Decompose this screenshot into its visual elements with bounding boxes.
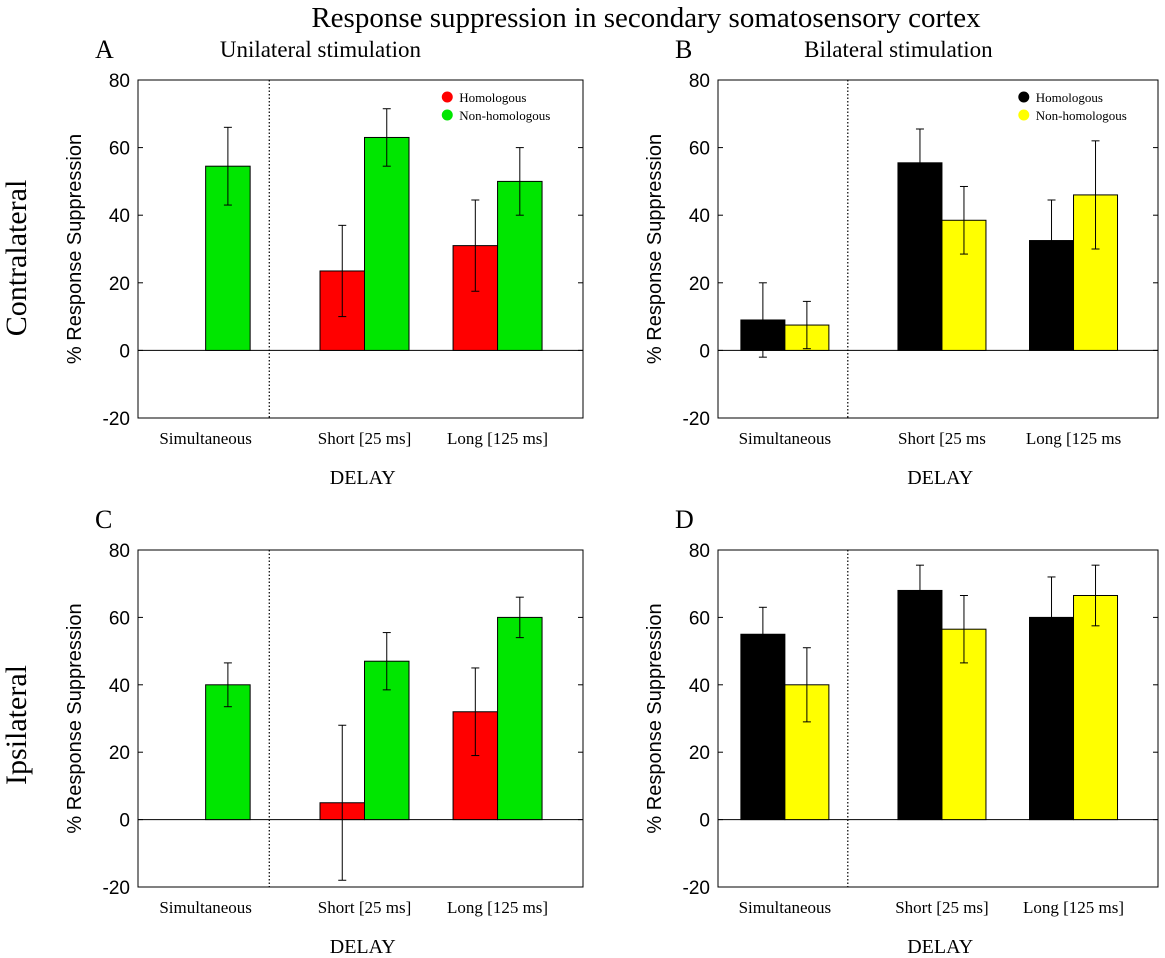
y-tick-label: 40 <box>109 676 130 697</box>
y-tick-label: 60 <box>109 608 130 629</box>
plot-frame <box>137 79 584 419</box>
legend-label: Homologous <box>1036 90 1103 105</box>
plot-frame <box>717 549 1159 888</box>
legend-label: Non-homologous <box>1036 108 1127 123</box>
y-axis-label: % Response Suppression <box>64 603 86 833</box>
y-tick-label: 20 <box>109 743 130 764</box>
panel-letter: A <box>95 35 114 64</box>
y-tick-label: -20 <box>103 878 130 899</box>
x-tick-label: Short [25 ms <box>898 429 986 448</box>
panel-letter: B <box>675 35 692 64</box>
panel-letter: C <box>95 505 112 534</box>
bar-homologous <box>740 633 786 821</box>
x-tick-label: Long [125 ms] <box>1023 898 1124 917</box>
legend-marker <box>1018 109 1030 121</box>
panel-c: C -20 0 20 40 60 80 % Response Suppression Simul… <box>64 505 584 958</box>
figure-title: Response suppression in secondary somato… <box>311 2 981 34</box>
panel-b: B Bilateral stimulation -20 0 20 40 60 80 % Resp… <box>644 35 1159 489</box>
x-tick-label: Long [125 ms] <box>447 898 548 917</box>
bar-homologous <box>897 589 943 821</box>
x-tick-label: Long [125 ms] <box>447 429 548 448</box>
x-tick-label: Simultaneous <box>159 898 252 917</box>
y-tick-label: -20 <box>103 409 130 430</box>
panel-a: A Unilateral stimulation -20 0 20 40 60 80 % Res… <box>64 35 584 489</box>
bar-non-homologous <box>1073 594 1119 821</box>
y-tick-label: 40 <box>689 206 710 227</box>
y-tick-label: 60 <box>689 608 710 629</box>
y-tick-label: 60 <box>689 139 710 160</box>
panels: A Unilateral stimulation -20 0 20 40 60 80 % Res… <box>64 35 1159 958</box>
bar-non-homologous <box>205 684 251 821</box>
y-tick-label: 80 <box>109 71 130 92</box>
plot-frame <box>137 549 584 888</box>
plot-frame <box>717 79 1159 419</box>
y-tick-label: 20 <box>689 274 710 295</box>
panel-subtitle: Unilateral stimulation <box>220 37 422 62</box>
legend-label: Homologous <box>459 90 526 105</box>
panel-letter: D <box>675 505 694 534</box>
x-tick-label: Short [25 ms] <box>318 898 412 917</box>
y-tick-label: 20 <box>689 743 710 764</box>
row-label-ipsilateral: Ipsilateral <box>0 665 33 785</box>
x-tick-label: Long [125 ms <box>1026 429 1121 448</box>
y-axis-label: % Response Suppression <box>64 134 86 364</box>
y-tick-label: 0 <box>119 341 130 362</box>
y-axis-label: % Response Suppression <box>644 134 666 364</box>
y-tick-label: 60 <box>109 139 130 160</box>
x-axis-label: DELAY <box>330 936 396 958</box>
y-tick-label: 0 <box>699 341 710 362</box>
legend-marker <box>441 91 453 103</box>
x-tick-label: Short [25 ms] <box>318 429 412 448</box>
y-tick-label: 80 <box>689 541 710 562</box>
bar-non-homologous <box>497 616 543 821</box>
x-tick-label: Simultaneous <box>739 898 832 917</box>
panel-subtitle: Bilateral stimulation <box>804 37 993 62</box>
y-tick-label: 40 <box>109 206 130 227</box>
y-axis-label: % Response Suppression <box>644 603 666 833</box>
y-tick-label: 0 <box>699 811 710 832</box>
bar-non-homologous <box>364 136 410 351</box>
y-tick-label: 20 <box>109 274 130 295</box>
y-tick-label: 40 <box>689 676 710 697</box>
x-tick-label: Short [25 ms] <box>895 898 989 917</box>
y-tick-label: -20 <box>683 878 710 899</box>
x-tick-label: Simultaneous <box>159 429 252 448</box>
x-axis-label: DELAY <box>907 936 973 958</box>
y-tick-label: -20 <box>683 409 710 430</box>
legend-marker <box>441 109 453 121</box>
x-axis-label: DELAY <box>907 467 973 489</box>
panel-d: D -20 0 20 40 60 80 % Response Suppression Simul… <box>644 505 1159 958</box>
y-tick-label: 80 <box>109 541 130 562</box>
legend-label: Non-homologous <box>459 108 550 123</box>
x-tick-label: Simultaneous <box>739 429 832 448</box>
x-axis-label: DELAY <box>330 467 396 489</box>
y-tick-label: 0 <box>119 811 130 832</box>
row-label-contralateral: Contralateral <box>0 180 33 337</box>
y-tick-label: 80 <box>689 71 710 92</box>
legend-marker <box>1018 91 1030 103</box>
